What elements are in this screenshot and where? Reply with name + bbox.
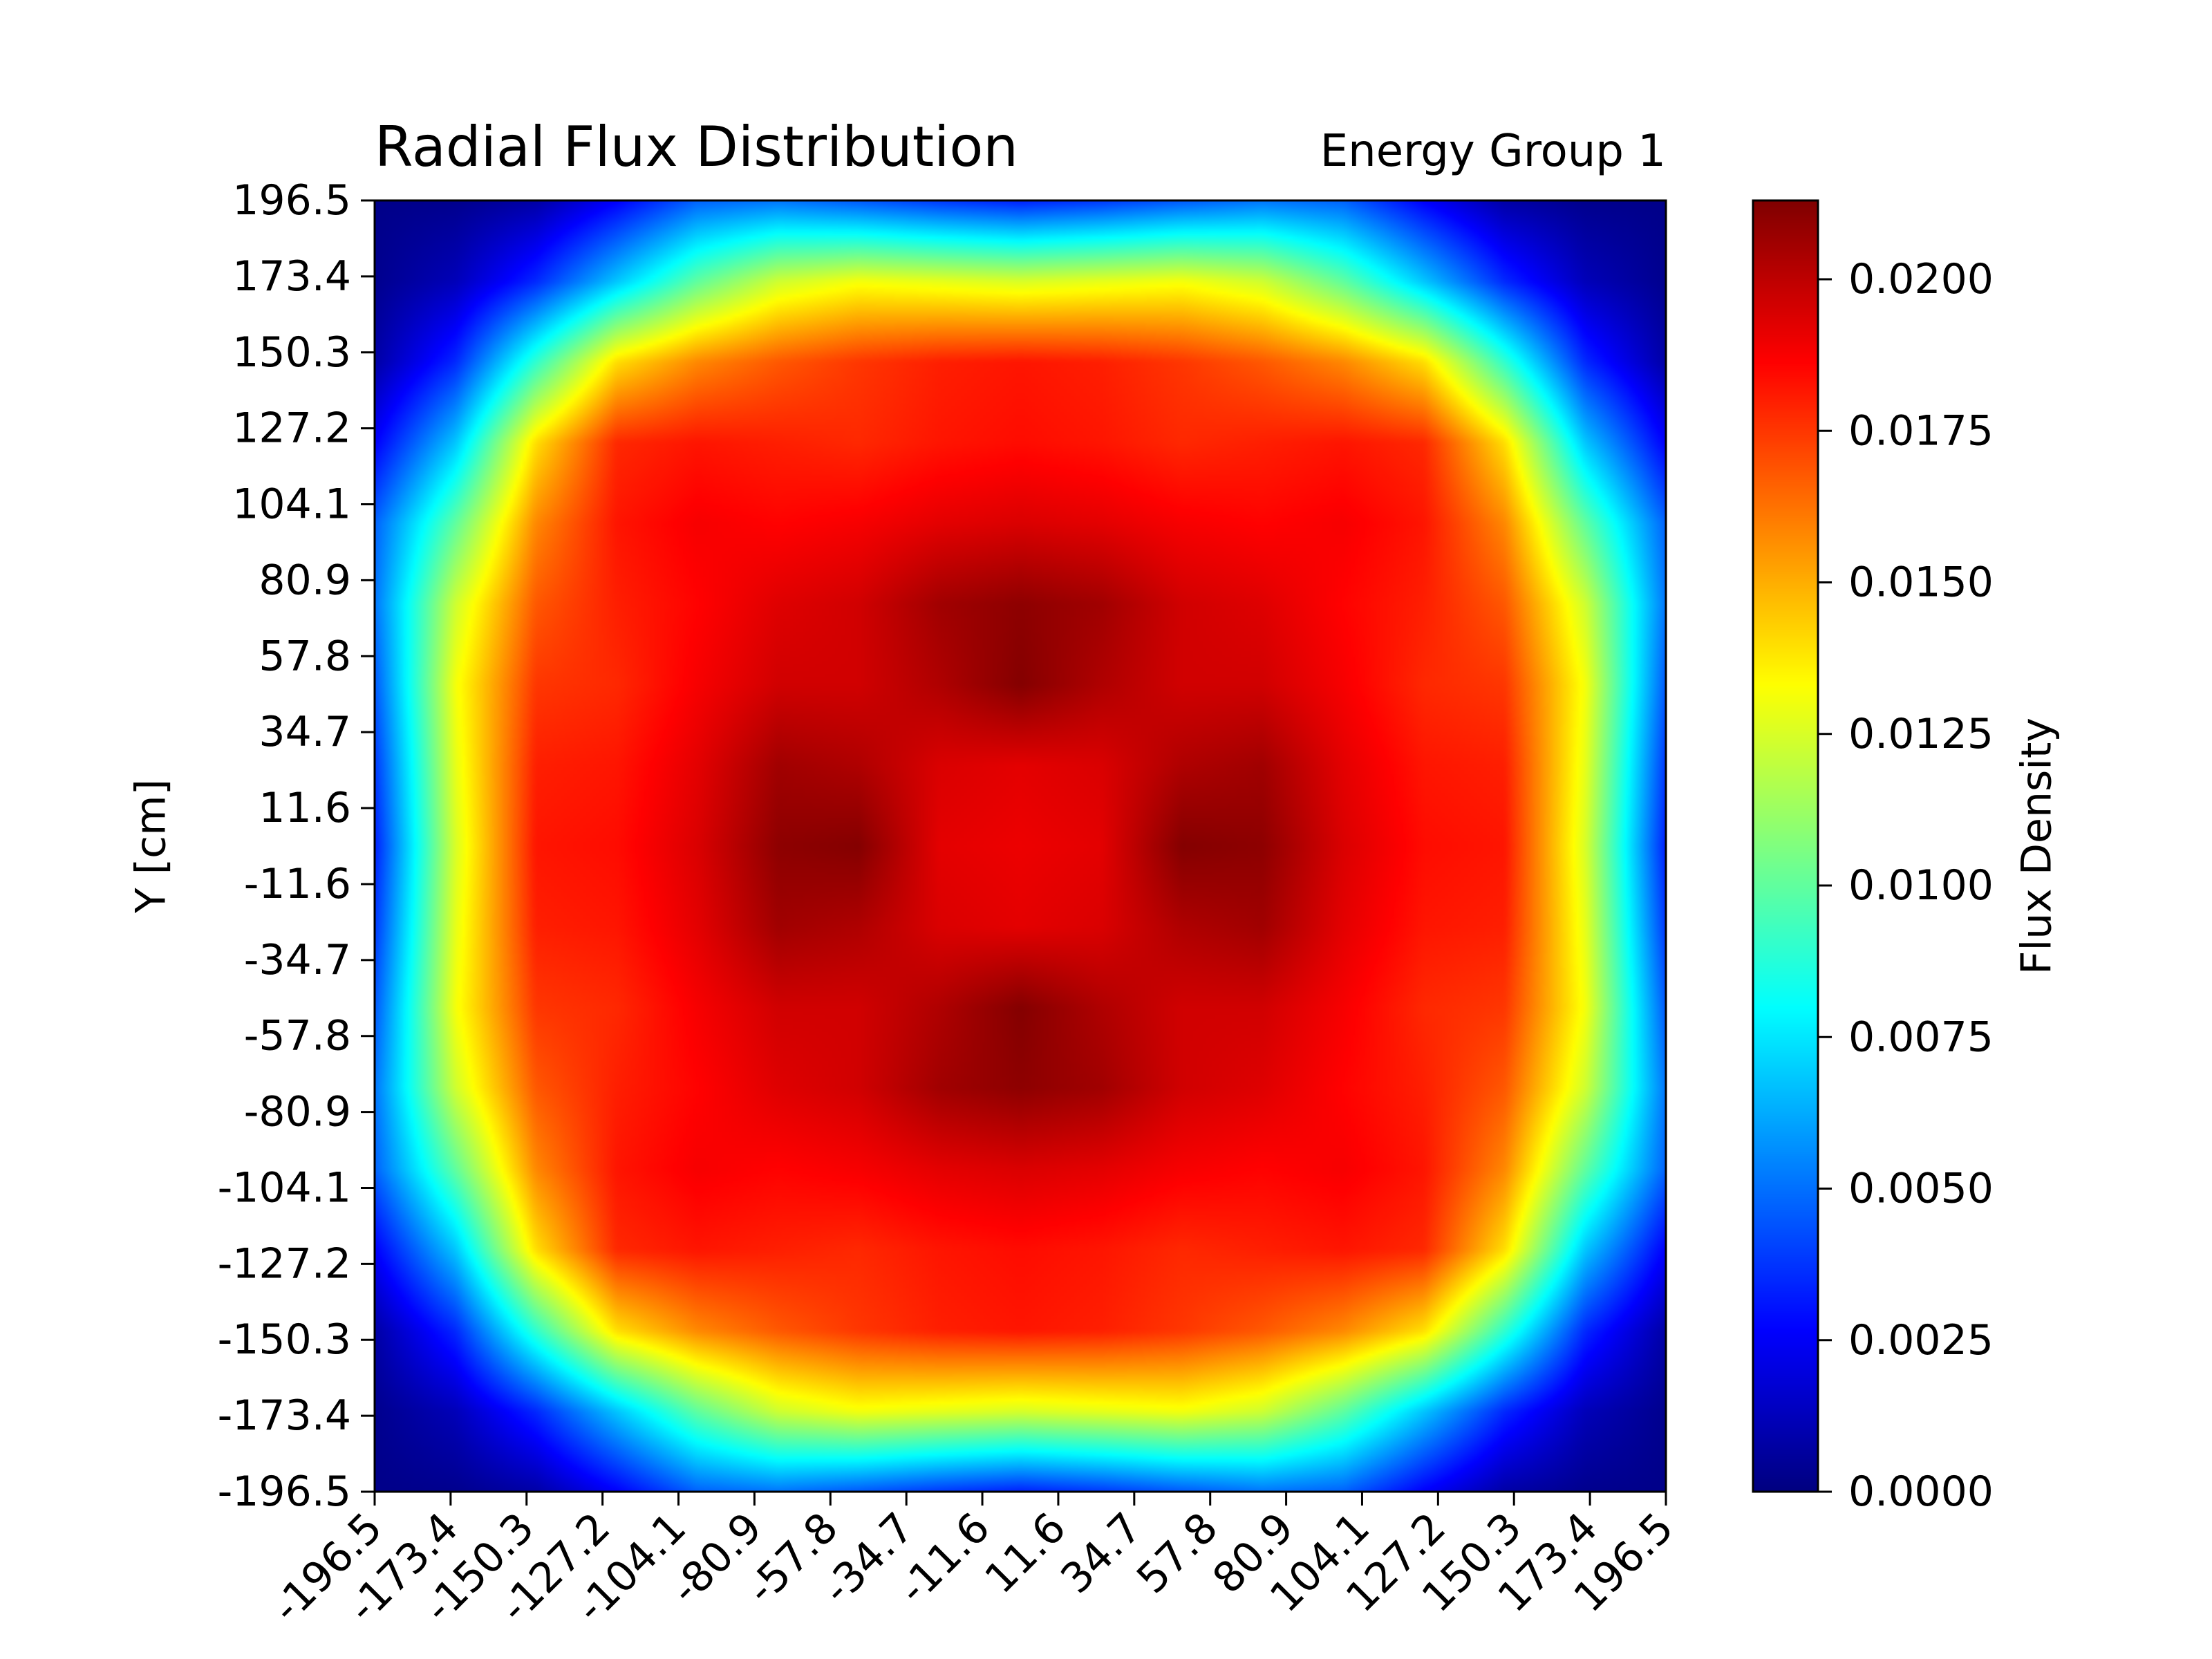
- y-tick-label: -34.7: [244, 936, 351, 984]
- y-tick-label: 127.2: [232, 404, 351, 453]
- colorbar-tick-label: 0.0200: [1848, 255, 1994, 303]
- y-tick-label: -127.2: [218, 1239, 351, 1288]
- y-tick-label: 57.8: [259, 632, 351, 680]
- colorbar-tick-label: 0.0175: [1848, 406, 1994, 455]
- chart-subtitle: Energy Group 1: [1320, 126, 1666, 177]
- x-tick-label: 57.8: [1127, 1503, 1227, 1603]
- y-tick-label: 80.9: [259, 556, 351, 604]
- y-tick-label: 150.3: [232, 328, 351, 377]
- x-tick-label: 34.7: [1051, 1503, 1151, 1603]
- y-tick-label: -80.9: [244, 1088, 351, 1136]
- colorbar-frame: [1752, 199, 1819, 1493]
- heatmap-image: [375, 200, 1666, 1492]
- colorbar-tick-label: 0.0100: [1848, 861, 1994, 910]
- y-axis: 196.5 173.4 150.3 127.2 104.1 80.9 57.8 34.7 11.…: [218, 176, 375, 1516]
- y-tick-label: 173.4: [232, 252, 351, 301]
- y-axis-label: Y [cm]: [127, 779, 176, 914]
- colorbar-tick-label: 0.0050: [1848, 1165, 1994, 1213]
- x-axis: -196.5-173.4-150.3-127.2-104.1-80.9-57.8…: [263, 1492, 1683, 1632]
- chart-title: Radial Flux Distribution: [375, 115, 1018, 179]
- y-tick-label: -11.6: [244, 860, 351, 908]
- colorbar-gradient: [1753, 200, 1818, 1492]
- x-tick-label: -11.6: [889, 1503, 999, 1613]
- y-tick-label: -150.3: [218, 1315, 351, 1364]
- y-tick-label: 34.7: [259, 708, 351, 756]
- colorbar-tick-label: 0.0000: [1848, 1468, 1994, 1516]
- colorbar-label: Flux Density: [2013, 718, 2061, 975]
- y-tick-label: 196.5: [232, 176, 351, 225]
- y-tick-label: -57.8: [244, 1012, 351, 1060]
- y-tick-label: -104.1: [218, 1163, 351, 1212]
- y-tick-label: 104.1: [232, 480, 351, 529]
- colorbar-axis: 0.0000 0.0025 0.0050 0.0075 0.0100 0.0125 0.01…: [1818, 255, 1994, 1516]
- colorbar-tick-label: 0.0125: [1848, 710, 1994, 758]
- colorbar-tick-label: 0.0150: [1848, 559, 1994, 607]
- x-tick-label: 11.6: [976, 1503, 1076, 1603]
- y-tick-label: 11.6: [259, 784, 351, 832]
- plot-frame: [373, 199, 1667, 1493]
- colorbar-tick-label: 0.0025: [1848, 1316, 1994, 1365]
- colorbar-tick-label: 0.0075: [1848, 1013, 1994, 1061]
- y-tick-label: -173.4: [218, 1391, 351, 1440]
- y-tick-label: -196.5: [218, 1468, 351, 1516]
